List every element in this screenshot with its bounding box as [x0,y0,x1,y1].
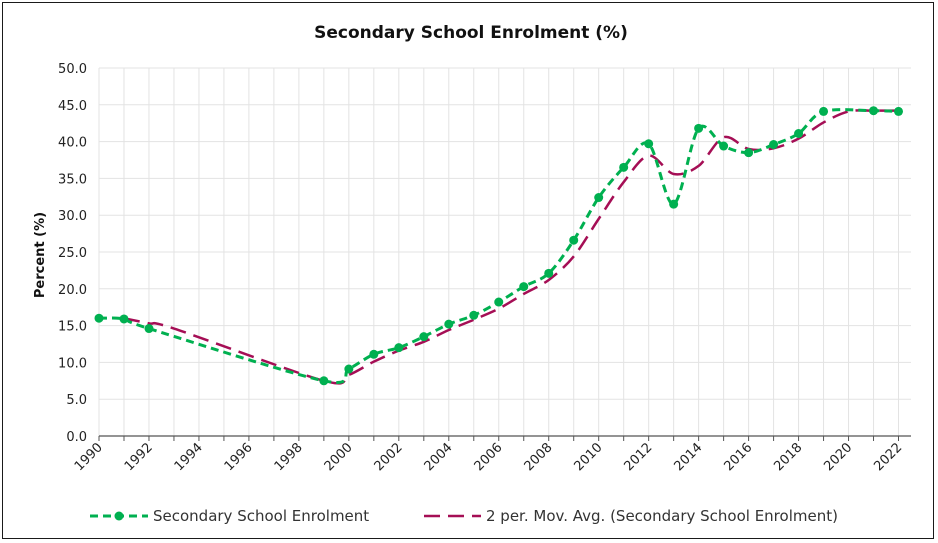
data-point-enrolment [444,319,454,329]
data-point-enrolment [394,343,404,353]
x-tick-label: 1992 [122,440,156,474]
y-axis-label: Percent (%) [33,212,48,298]
data-point-enrolment [769,140,779,150]
x-tick-label: 2014 [671,440,705,474]
y-tick-label: 25.0 [58,246,87,261]
legend-marker-enrolment [114,511,124,521]
x-tick-label: 1996 [222,440,256,474]
data-point-enrolment [519,282,529,292]
data-point-enrolment [669,199,679,209]
data-point-enrolment [819,106,829,116]
x-tick-label: 2002 [372,440,406,474]
data-point-enrolment [344,364,354,374]
y-tick-label: 40.0 [58,136,87,151]
data-point-enrolment [119,314,129,324]
data-point-enrolment [94,313,104,323]
y-tick-label: 20.0 [58,283,87,298]
data-point-enrolment [594,193,604,203]
y-tick-label: 10.0 [58,356,87,371]
data-point-enrolment [719,141,729,151]
legend-label-enrolment: Secondary School Enrolment [153,507,369,525]
data-point-enrolment [144,324,154,334]
data-point-enrolment [644,139,654,149]
x-tick-label: 2020 [821,440,855,474]
y-tick-label: 5.0 [66,393,87,408]
x-tick-label: 2016 [721,440,755,474]
x-axis-ticks: 1990 1992 1994 1996 1998 2000 2002 2004 2006 2008… [72,436,905,474]
gridlines [98,67,911,436]
x-tick-label: 2022 [871,440,905,474]
x-tick-label: 2008 [522,440,556,474]
plot-series [94,106,904,386]
legend-label-moving-average: 2 per. Mov. Avg. (Secondary School Enrol… [486,507,838,525]
x-tick-label: 2000 [322,440,356,474]
data-point-enrolment [894,106,904,116]
y-tick-label: 15.0 [58,320,87,335]
chart-title: Secondary School Enrolment (%) [314,23,628,43]
x-tick-label: 2012 [621,440,655,474]
data-point-enrolment [494,297,504,307]
data-point-enrolment [694,123,704,133]
chart-canvas: Secondary School Enrolment (%) Percent (… [33,23,911,525]
data-point-enrolment [544,268,554,278]
x-tick-label: 2018 [771,440,805,474]
data-point-enrolment [619,162,629,172]
x-tick-label: 2010 [572,440,606,474]
x-tick-label: 1990 [72,440,106,474]
series-line-moving-average [123,109,899,385]
data-point-enrolment [869,106,879,116]
data-point-enrolment [794,129,804,139]
data-point-enrolment [319,376,329,386]
data-point-enrolment [369,349,379,359]
x-tick-label: 2006 [472,440,506,474]
y-tick-label: 0.0 [66,430,87,445]
y-tick-label: 30.0 [58,209,87,224]
y-tick-label: 45.0 [58,99,87,114]
y-tick-label: 35.0 [58,172,87,187]
y-axis-ticks: 0.0 5.0 10.0 15.0 20.0 25.0 30.0 35.0 40.0 45.0 50… [58,62,87,445]
data-point-enrolment [744,148,754,158]
data-point-enrolment [469,310,479,320]
data-point-enrolment [569,235,579,245]
legend: Secondary School Enrolment 2 per. Mov. A… [90,507,838,525]
x-tick-label: 2004 [422,440,456,474]
data-point-enrolment [419,332,429,342]
x-tick-label: 1998 [272,440,306,474]
x-tick-label: 1994 [172,440,206,474]
y-tick-label: 50.0 [58,62,87,77]
series-line-enrolment [98,108,899,384]
